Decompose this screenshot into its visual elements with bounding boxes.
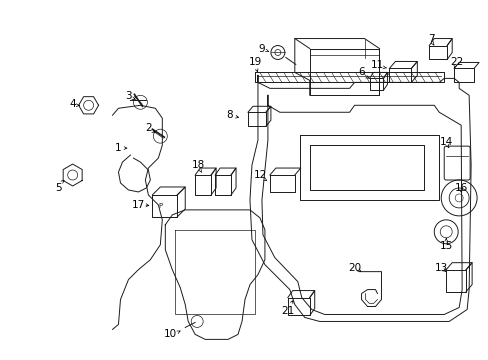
Text: 15: 15 (439, 241, 452, 251)
Text: 18: 18 (191, 160, 204, 170)
Text: 7: 7 (427, 33, 434, 44)
Text: 10: 10 (163, 329, 177, 339)
Text: 9: 9 (258, 44, 264, 54)
Text: 16: 16 (454, 183, 467, 193)
Text: 17: 17 (132, 200, 145, 210)
Text: 1: 1 (115, 143, 122, 153)
Text: 4: 4 (69, 99, 76, 109)
Text: 6: 6 (358, 67, 364, 77)
Text: 22: 22 (449, 58, 463, 67)
Text: 21: 21 (281, 306, 294, 316)
Text: 11: 11 (370, 60, 384, 71)
Text: 14: 14 (439, 137, 452, 147)
Text: 12: 12 (253, 170, 266, 180)
Text: 8: 8 (226, 110, 233, 120)
Text: 5: 5 (55, 183, 62, 193)
Text: 20: 20 (347, 263, 361, 273)
Text: P: P (158, 203, 162, 209)
Text: 3: 3 (125, 91, 131, 101)
Text: 2: 2 (145, 123, 151, 133)
Text: 13: 13 (434, 263, 447, 273)
Text: 19: 19 (248, 58, 261, 67)
